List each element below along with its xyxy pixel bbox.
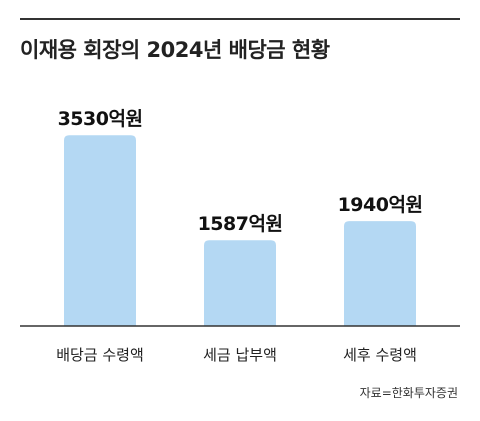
bar-2 xyxy=(204,240,276,326)
source-note: 자료=한화투자증권 xyxy=(359,386,458,400)
category-label-2: 세금 납부액 xyxy=(203,346,277,364)
value-label-2: 1587억원 xyxy=(198,213,283,235)
top-rule xyxy=(20,18,460,20)
bar-3 xyxy=(344,221,416,326)
value-label-3: 1940억원 xyxy=(338,194,423,216)
bar-1 xyxy=(64,135,136,326)
value-label-1: 3530억원 xyxy=(58,108,143,130)
category-label-1: 배당금 수령액 xyxy=(56,346,144,364)
category-label-3: 세후 수령액 xyxy=(343,346,417,364)
chart-title: 이재용 회장의 2024년 배당금 현황 xyxy=(20,38,330,62)
